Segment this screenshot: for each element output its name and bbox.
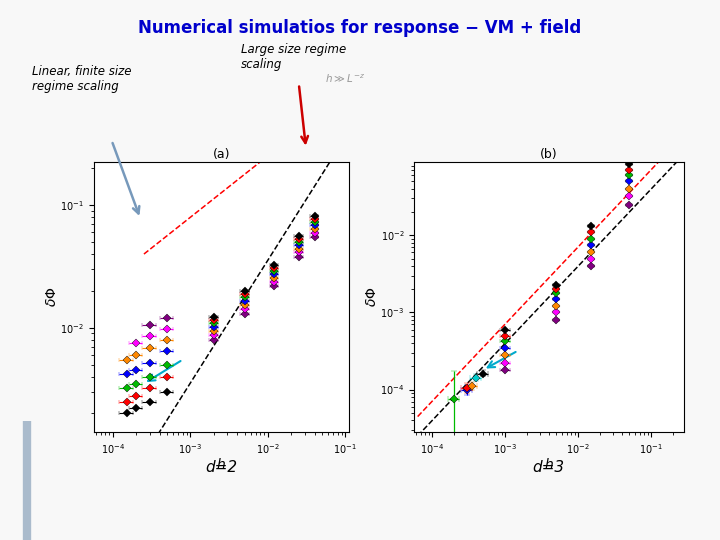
Text: Large size regime
scaling: Large size regime scaling (241, 43, 346, 71)
Title: (b): (b) (540, 148, 558, 161)
Y-axis label: $\delta\Phi$: $\delta\Phi$ (45, 287, 58, 307)
Title: (a): (a) (212, 148, 230, 161)
Text: Linear, finite size
regime scaling: Linear, finite size regime scaling (32, 65, 132, 93)
Text: $h\gg L^{-z}$: $h\gg L^{-z}$ (325, 73, 366, 85)
Text: d=3: d=3 (533, 461, 564, 476)
X-axis label: $h$: $h$ (217, 457, 226, 472)
Y-axis label: $\delta\Phi$: $\delta\Phi$ (365, 287, 379, 307)
X-axis label: $h$: $h$ (544, 457, 554, 472)
Text: Numerical simulatios for response − VM + field: Numerical simulatios for response − VM +… (138, 19, 582, 37)
Text: d=2: d=2 (206, 461, 238, 476)
